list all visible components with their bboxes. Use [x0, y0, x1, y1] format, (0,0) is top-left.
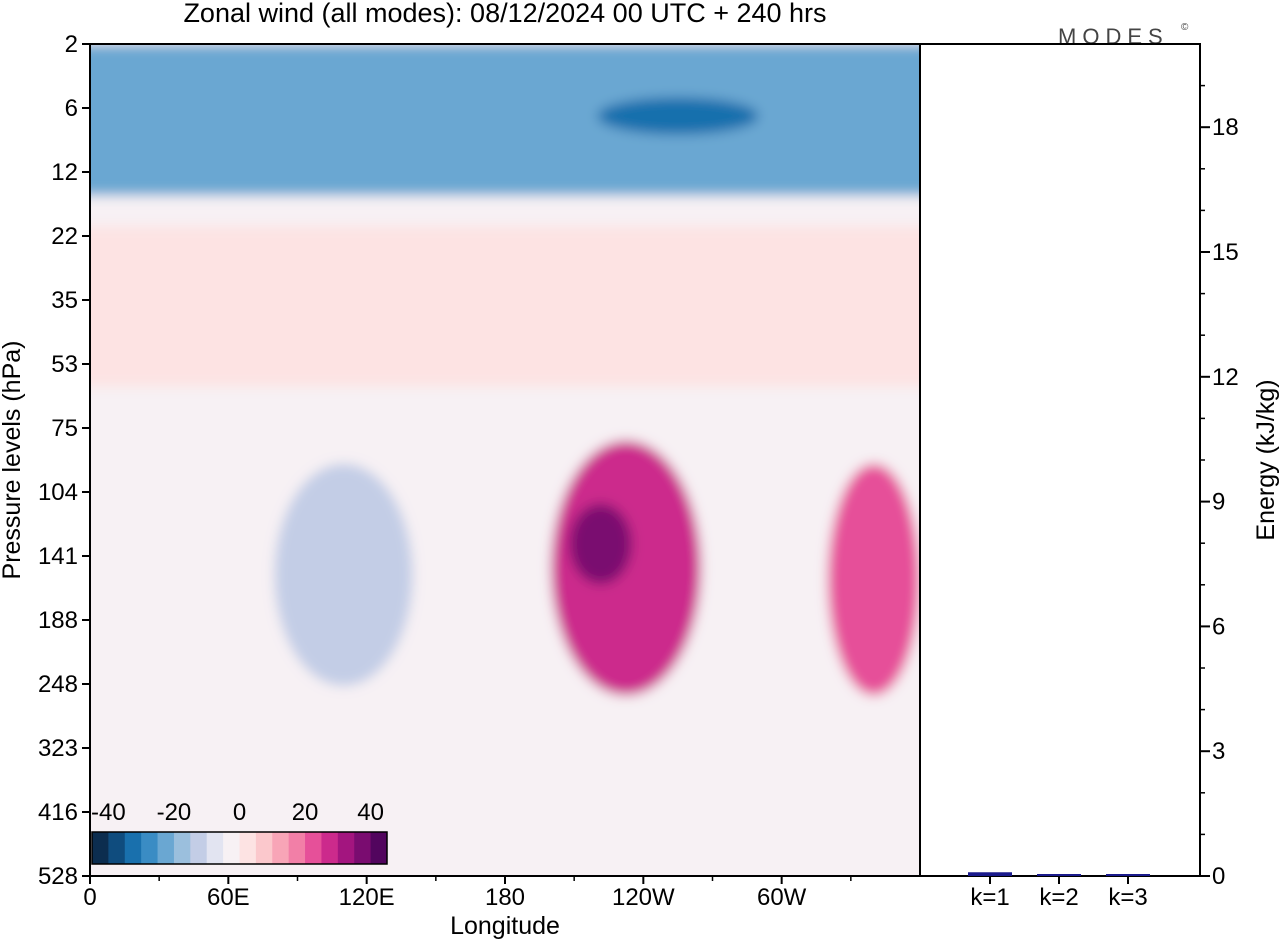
x-tick-label: 120E	[339, 884, 395, 911]
logo-mark: ©	[1181, 22, 1189, 33]
colorbar-tick-label: 0	[233, 799, 246, 826]
y-tick-label: 75	[51, 415, 78, 442]
colorbar-swatch	[239, 832, 257, 864]
energy-axis-label: Energy (kJ/kg)	[1252, 379, 1280, 540]
colorbar-tick-label: 40	[357, 799, 384, 826]
energy-tick-label: 3	[1212, 738, 1225, 765]
energy-categories: k=1 k=2 k=3	[970, 876, 1148, 911]
colorbar-tick-label: 20	[292, 799, 319, 826]
energy-bar-k=2	[1037, 874, 1081, 876]
energy-bar-k=1	[968, 872, 1012, 876]
colorbar-swatch	[354, 832, 372, 864]
y-tick-label: 416	[38, 799, 78, 826]
x-tick-label: 180	[485, 884, 525, 911]
colorbar-swatch	[173, 832, 191, 864]
colorbar-swatch	[288, 832, 306, 864]
energy-panel-frame	[919, 43, 1201, 877]
colorbar-swatch	[190, 832, 208, 864]
energy-bar-k=3	[1106, 874, 1150, 876]
energy-tick-label: 0	[1212, 863, 1225, 890]
y-axis-label: Pressure levels (hPa)	[0, 341, 26, 580]
colorbar-tick-label: -40	[91, 799, 126, 826]
y-tick-label: 53	[51, 351, 78, 378]
field-cell-6	[274, 463, 413, 686]
energy-cat-label: k=1	[970, 884, 1009, 911]
field-band-0	[90, 44, 920, 196]
colorbar-frame	[91, 831, 388, 865]
y-tick-label: 528	[38, 863, 78, 890]
chart-title: Zonal wind (all modes): 08/12/2024 00 UT…	[183, 0, 826, 28]
energy-tick-label: 6	[1212, 613, 1225, 640]
energy-cat-label: k=3	[1108, 884, 1147, 911]
colorbar-swatch	[337, 832, 355, 864]
energy-cat-label: k=2	[1039, 884, 1078, 911]
colorbar-swatch	[206, 832, 224, 864]
colorbar-swatch	[157, 832, 175, 864]
colorbar-swatch	[272, 832, 290, 864]
energy-tick-label: 18	[1212, 114, 1239, 141]
colorbar: -40 -20 0 20 40	[91, 799, 388, 865]
x-tick-label: 60W	[757, 884, 807, 911]
x-tick-label: 0	[83, 884, 96, 911]
field-cell-1	[597, 97, 759, 135]
colorbar-swatch	[370, 832, 388, 864]
x-axis: 0 60E 120E 180 120W 60W	[83, 876, 852, 911]
x-tick-label: 60E	[207, 884, 250, 911]
colorbar-swatch	[305, 832, 322, 864]
field-band-2	[90, 225, 920, 387]
x-tick-label: 120W	[612, 884, 675, 911]
y-tick-label: 22	[51, 223, 78, 250]
y-axis: 2 6 12 22 35 53 75 104 141 188 248 323 416 528	[38, 31, 90, 890]
colorbar-swatch	[108, 832, 126, 864]
y-tick-label: 35	[51, 287, 78, 314]
energy-tick-label: 9	[1212, 489, 1225, 516]
y-tick-label: 188	[38, 607, 78, 634]
field-cell-3	[551, 440, 701, 696]
energy-tick-label: 12	[1212, 364, 1239, 391]
y-tick-label: 104	[38, 479, 78, 506]
field-cell-4	[569, 503, 632, 585]
y-tick-label: 141	[38, 543, 78, 570]
colorbar-swatch	[255, 832, 273, 864]
y-tick-label: 6	[65, 95, 78, 122]
y-tick-label: 323	[38, 735, 78, 762]
colorbar-swatch	[124, 832, 142, 864]
colorbar-swatch	[92, 832, 109, 864]
field-cell-5	[827, 463, 920, 696]
energy-tick-label: 15	[1212, 239, 1239, 266]
colorbar-swatch	[141, 832, 159, 864]
y-tick-label: 248	[38, 671, 78, 698]
colorbar-swatch	[321, 832, 339, 864]
colorbar-tick-label: -20	[157, 799, 192, 826]
colorbar-swatch	[223, 832, 240, 864]
y-tick-label: 12	[51, 159, 78, 186]
energy-axis: 0 3 6 9 12 15 18	[1200, 84, 1239, 890]
y-tick-label: 2	[65, 31, 78, 58]
heatmap-field	[90, 44, 920, 876]
energy-bars	[968, 872, 1150, 876]
x-axis-label: Longitude	[450, 912, 560, 940]
